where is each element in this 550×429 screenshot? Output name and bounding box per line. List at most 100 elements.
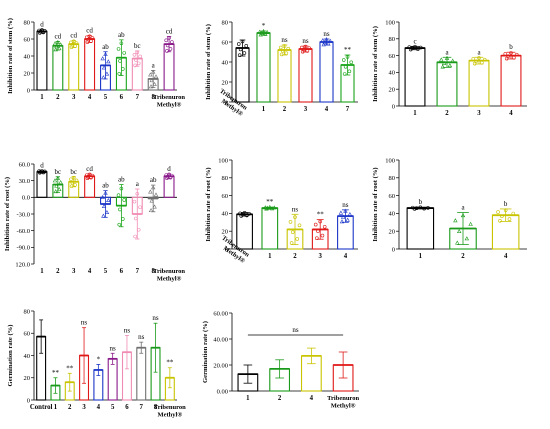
data-point	[87, 34, 92, 39]
y-axis-label: Inhibition rate of stem (%)	[205, 24, 212, 100]
y-tick-label: 80	[389, 36, 396, 43]
y-tick-label: 0.00	[217, 388, 228, 395]
data-point	[318, 219, 323, 224]
data-point	[503, 208, 508, 212]
significance-label: a	[445, 48, 449, 56]
data-point	[305, 49, 310, 53]
data-point	[54, 183, 59, 188]
data-point	[453, 218, 458, 223]
data-point	[42, 29, 47, 33]
significance-label: ns	[323, 30, 330, 38]
x-tick-label: 6	[120, 94, 124, 101]
data-point	[74, 178, 79, 183]
data-point	[512, 55, 516, 60]
data-point	[328, 38, 333, 43]
data-point	[460, 213, 466, 218]
panel-f: 0 20 40 60 80 100 Inhibition rate of root (%) b…	[372, 157, 527, 260]
x-tick-label: 7	[136, 268, 140, 275]
x-tick-label: 4	[88, 268, 92, 275]
data-point	[71, 39, 76, 44]
significance-label: **	[317, 211, 325, 219]
data-point	[244, 44, 249, 48]
x-tick-label: 1	[54, 404, 58, 411]
data-point	[464, 236, 470, 241]
data-point	[440, 64, 445, 69]
data-point	[100, 56, 105, 61]
bracket-label: ns	[292, 326, 299, 334]
bar	[261, 207, 279, 250]
data-point	[278, 45, 283, 50]
data-point	[408, 47, 413, 52]
x-tick-label-line: Methyl®	[331, 403, 356, 410]
y-axis-label: Inhibition rate of root (%)	[4, 177, 11, 251]
significance-label: ns	[302, 37, 309, 45]
data-point	[106, 197, 111, 202]
bar	[298, 48, 313, 103]
x-tick-label: 7	[140, 404, 144, 411]
significance-label: ns	[342, 201, 349, 209]
data-point	[480, 60, 484, 65]
data-point	[444, 55, 450, 60]
significance-label: c	[413, 37, 416, 45]
significance-label: ab	[150, 176, 157, 184]
x-tick-label-line: Tribenuron	[327, 395, 359, 402]
data-point	[504, 56, 509, 61]
x-tick-label: 6	[125, 404, 129, 411]
data-point	[122, 198, 127, 202]
x-tick-label-line: Tribenuron	[153, 94, 185, 101]
data-point	[414, 206, 419, 211]
significance-label: ab	[118, 31, 125, 39]
bar	[319, 41, 334, 103]
data-point	[57, 187, 62, 192]
data-point	[242, 211, 247, 215]
x-tick-label: 2	[278, 395, 282, 402]
data-point	[293, 215, 297, 219]
data-point	[511, 211, 516, 216]
significance-label: ab	[118, 176, 125, 184]
y-tick-label: 20.00	[213, 362, 228, 369]
data-point	[167, 36, 171, 40]
data-point	[90, 36, 95, 40]
y-tick-label: -30.0	[16, 211, 30, 218]
data-point	[119, 41, 124, 46]
y-tick-label: 80	[389, 175, 396, 182]
data-point	[106, 59, 111, 64]
data-point	[69, 184, 74, 189]
significance-label: a	[477, 48, 481, 56]
data-point	[121, 67, 125, 71]
data-point	[101, 75, 106, 80]
x-tick-label: 4	[325, 106, 329, 113]
data-point	[153, 74, 159, 79]
data-point	[136, 227, 141, 232]
significance-label: **	[66, 364, 74, 372]
data-point	[496, 210, 500, 214]
x-tick-label-line: Methyl®	[157, 412, 182, 419]
significance-label: ns	[138, 333, 145, 341]
x-tick-label: 1	[413, 110, 417, 117]
x-tick-label: 1	[419, 253, 423, 260]
data-point	[297, 223, 302, 228]
significance-label: *	[262, 22, 266, 30]
data-point	[343, 208, 348, 213]
x-tick-label: Control	[30, 404, 53, 411]
data-point	[74, 41, 79, 45]
data-point	[468, 221, 473, 226]
bar	[52, 45, 64, 91]
data-point	[164, 38, 169, 43]
data-point	[73, 183, 77, 187]
data-point	[103, 190, 108, 195]
x-tick-label: 7	[346, 106, 350, 113]
x-tick-label-line: Tribenuron	[153, 268, 185, 275]
data-point	[58, 180, 63, 185]
data-point	[85, 40, 90, 44]
y-tick-label: 40	[389, 70, 396, 77]
data-point	[132, 199, 137, 204]
data-point	[307, 46, 312, 50]
panel-g: 0 20 40 60 80 Germination rate (%) Control ** 1 *…	[7, 308, 186, 418]
significance-label: d	[40, 162, 44, 170]
bar	[468, 60, 490, 107]
data-point	[284, 51, 289, 55]
bar	[36, 171, 48, 198]
